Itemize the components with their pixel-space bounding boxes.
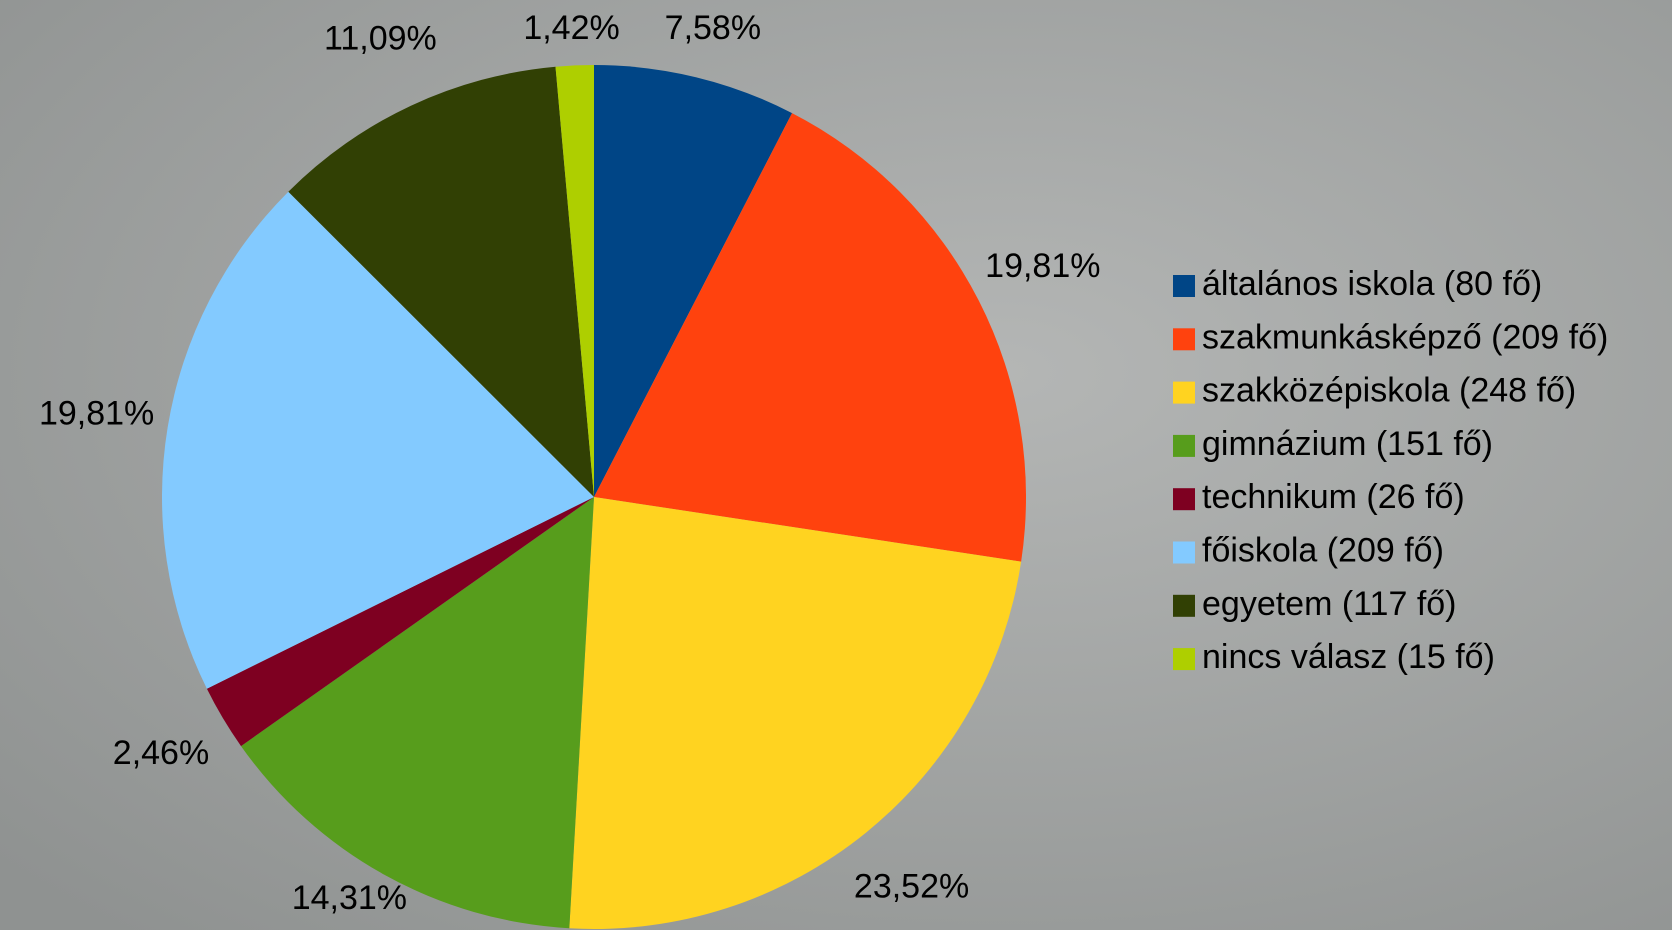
data-label: 23,52% — [854, 867, 969, 905]
legend-swatch — [1173, 275, 1195, 297]
data-label: 1,42% — [523, 9, 619, 47]
legend-swatch — [1173, 488, 1195, 510]
legend-swatch — [1173, 435, 1195, 457]
data-label: 2,46% — [113, 734, 209, 772]
legend-label: nincs válasz (15 fő) — [1202, 638, 1495, 676]
legend-label: főiskola (209 fő) — [1202, 531, 1444, 569]
chart: 7,58% 19,81% 23,52% 14,31% 2,46% 19,81% 11,09%… — [0, 0, 1672, 930]
legend-swatch — [1173, 542, 1195, 564]
legend-label: szakmunkásképző (209 fő) — [1202, 318, 1608, 356]
legend-label: gimnázium (151 fő) — [1202, 425, 1493, 463]
legend-swatch — [1173, 648, 1195, 670]
legend-swatch — [1173, 328, 1195, 350]
legend-label: technikum (26 fő) — [1202, 478, 1465, 516]
legend-label: egyetem (117 fő) — [1202, 585, 1457, 623]
legend-swatch — [1173, 382, 1195, 404]
legend-swatch — [1173, 595, 1195, 617]
data-label: 7,58% — [665, 9, 761, 47]
legend-label: általános iskola (80 fő) — [1202, 265, 1542, 303]
data-label: 19,81% — [39, 394, 154, 432]
legend-label: szakközépiskola (248 fő) — [1202, 372, 1576, 410]
data-label: 11,09% — [324, 19, 437, 57]
data-label: 19,81% — [985, 247, 1100, 285]
data-label: 14,31% — [292, 879, 407, 917]
